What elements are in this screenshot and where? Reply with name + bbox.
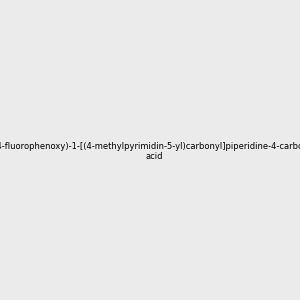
- Text: 4-(4-fluorophenoxy)-1-[(4-methylpyrimidin-5-yl)carbonyl]piperidine-4-carboxylic : 4-(4-fluorophenoxy)-1-[(4-methylpyrimidi…: [0, 142, 300, 161]
